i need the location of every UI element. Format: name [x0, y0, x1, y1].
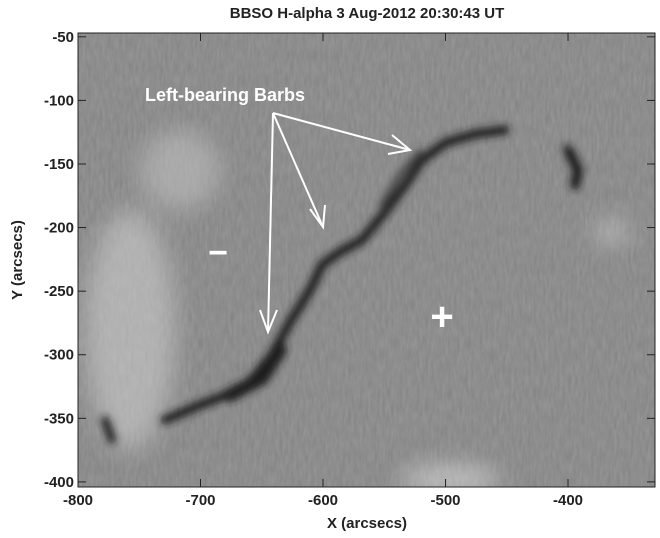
y-axis-label: Y (arcsecs) — [9, 220, 26, 300]
y-tick-label: -300 — [44, 347, 74, 364]
y-tick-label: -250 — [44, 283, 74, 300]
x-tick-label: -500 — [431, 492, 461, 509]
annotation: Left-bearing Barbs — [145, 85, 305, 105]
y-tick-label: -100 — [44, 92, 74, 109]
x-axis-label: X (arcsecs) — [327, 515, 407, 532]
y-tick-label: -200 — [44, 220, 74, 237]
y-tick-label: -50 — [52, 29, 74, 46]
annotation: − — [208, 234, 228, 272]
chart: BBSO H-alpha 3 Aug-2012 20:30:43 UT X (a… — [0, 0, 660, 538]
y-tick-label: -150 — [44, 156, 74, 173]
x-tick-label: -400 — [553, 492, 583, 509]
x-tick-label: -800 — [63, 492, 93, 509]
x-tick-label: -600 — [308, 492, 338, 509]
annotation: + — [430, 295, 453, 339]
y-tick-label: -350 — [44, 410, 74, 427]
y-tick-label: -400 — [44, 474, 74, 491]
x-tick-label: -700 — [185, 492, 215, 509]
chart-title: BBSO H-alpha 3 Aug-2012 20:30:43 UT — [230, 5, 505, 22]
